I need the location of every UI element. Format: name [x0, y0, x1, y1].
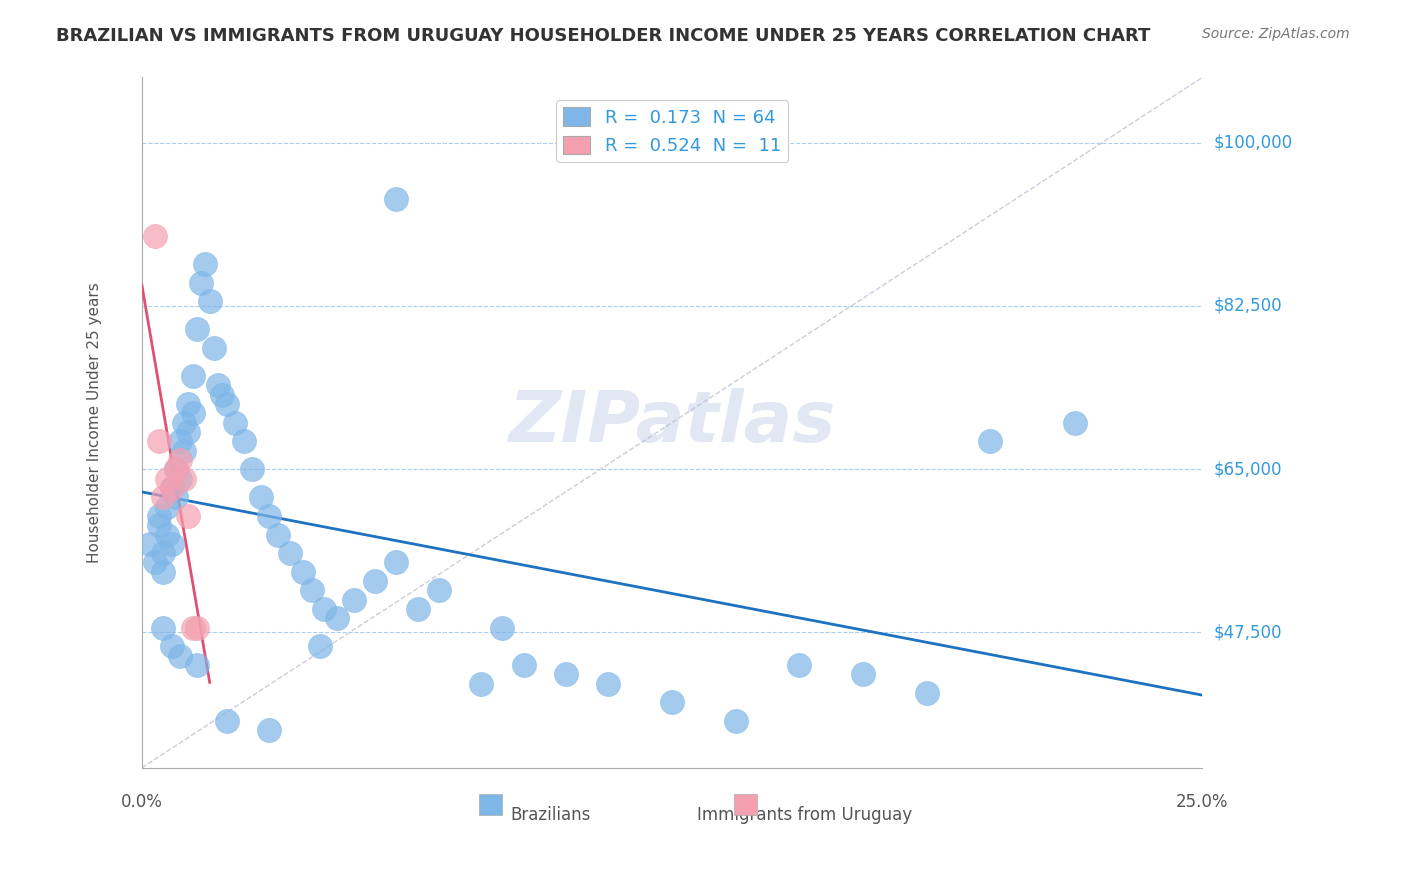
Point	[198, 294, 221, 309]
Text: Source: ZipAtlas.com: Source: ZipAtlas.com	[1202, 27, 1350, 41]
Point	[292, 565, 315, 579]
Text: $100,000: $100,000	[1213, 134, 1292, 152]
Point	[470, 677, 492, 691]
Point	[789, 658, 811, 673]
Point	[143, 229, 166, 244]
Point	[186, 621, 208, 635]
Point	[156, 471, 179, 485]
Text: $65,000: $65,000	[1213, 460, 1282, 478]
Point	[343, 592, 366, 607]
Point	[169, 648, 191, 663]
Point	[165, 490, 187, 504]
Point	[555, 667, 578, 681]
Point	[148, 518, 170, 533]
Bar	[479, 794, 502, 814]
Point	[309, 640, 332, 654]
Point	[156, 500, 179, 514]
Point	[240, 462, 263, 476]
Point	[169, 434, 191, 449]
Text: 25.0%: 25.0%	[1175, 793, 1229, 811]
Point	[406, 602, 429, 616]
Point	[915, 686, 938, 700]
Point	[852, 667, 875, 681]
Point	[173, 443, 195, 458]
Point	[301, 583, 323, 598]
Point	[385, 192, 408, 206]
Point	[165, 462, 187, 476]
Text: $47,500: $47,500	[1213, 624, 1282, 641]
Point	[257, 723, 280, 738]
Point	[152, 565, 174, 579]
Point	[181, 368, 204, 383]
Point	[215, 714, 238, 728]
Text: $82,500: $82,500	[1213, 297, 1282, 315]
Point	[724, 714, 747, 728]
Point	[215, 397, 238, 411]
Point	[148, 508, 170, 523]
Text: Brazilians: Brazilians	[510, 805, 591, 823]
Bar	[734, 794, 756, 814]
Point	[326, 611, 349, 625]
Point	[160, 481, 183, 495]
Point	[156, 527, 179, 541]
Point	[598, 677, 620, 691]
Point	[160, 640, 183, 654]
Point	[186, 658, 208, 673]
Point	[427, 583, 450, 598]
Point	[177, 397, 200, 411]
Point	[278, 546, 301, 560]
Text: Immigrants from Uruguay: Immigrants from Uruguay	[697, 805, 912, 823]
Point	[207, 378, 229, 392]
Point	[152, 490, 174, 504]
Legend: R =  0.173  N = 64, R =  0.524  N =  11: R = 0.173 N = 64, R = 0.524 N = 11	[555, 100, 789, 162]
Point	[190, 276, 212, 290]
Point	[385, 556, 408, 570]
Point	[491, 621, 513, 635]
Point	[661, 695, 683, 709]
Point	[211, 387, 233, 401]
Point	[181, 621, 204, 635]
Point	[194, 257, 217, 271]
Point	[232, 434, 254, 449]
Point	[314, 602, 336, 616]
Point	[177, 425, 200, 439]
Point	[173, 471, 195, 485]
Point	[152, 546, 174, 560]
Point	[181, 406, 204, 420]
Point	[169, 453, 191, 467]
Point	[224, 416, 246, 430]
Point	[165, 462, 187, 476]
Point	[160, 481, 183, 495]
Point	[148, 434, 170, 449]
Point	[177, 508, 200, 523]
Text: 0.0%: 0.0%	[121, 793, 163, 811]
Point	[364, 574, 387, 589]
Point	[1064, 416, 1087, 430]
Point	[266, 527, 288, 541]
Point	[173, 416, 195, 430]
Point	[512, 658, 534, 673]
Text: ZIPatlas: ZIPatlas	[509, 388, 835, 457]
Point	[160, 537, 183, 551]
Point	[202, 341, 225, 355]
Point	[186, 322, 208, 336]
Point	[169, 471, 191, 485]
Point	[249, 490, 271, 504]
Point	[143, 556, 166, 570]
Point	[139, 537, 162, 551]
Text: Householder Income Under 25 years: Householder Income Under 25 years	[87, 282, 101, 563]
Point	[152, 621, 174, 635]
Text: BRAZILIAN VS IMMIGRANTS FROM URUGUAY HOUSEHOLDER INCOME UNDER 25 YEARS CORRELATI: BRAZILIAN VS IMMIGRANTS FROM URUGUAY HOU…	[56, 27, 1150, 45]
Point	[257, 508, 280, 523]
Point	[979, 434, 1001, 449]
